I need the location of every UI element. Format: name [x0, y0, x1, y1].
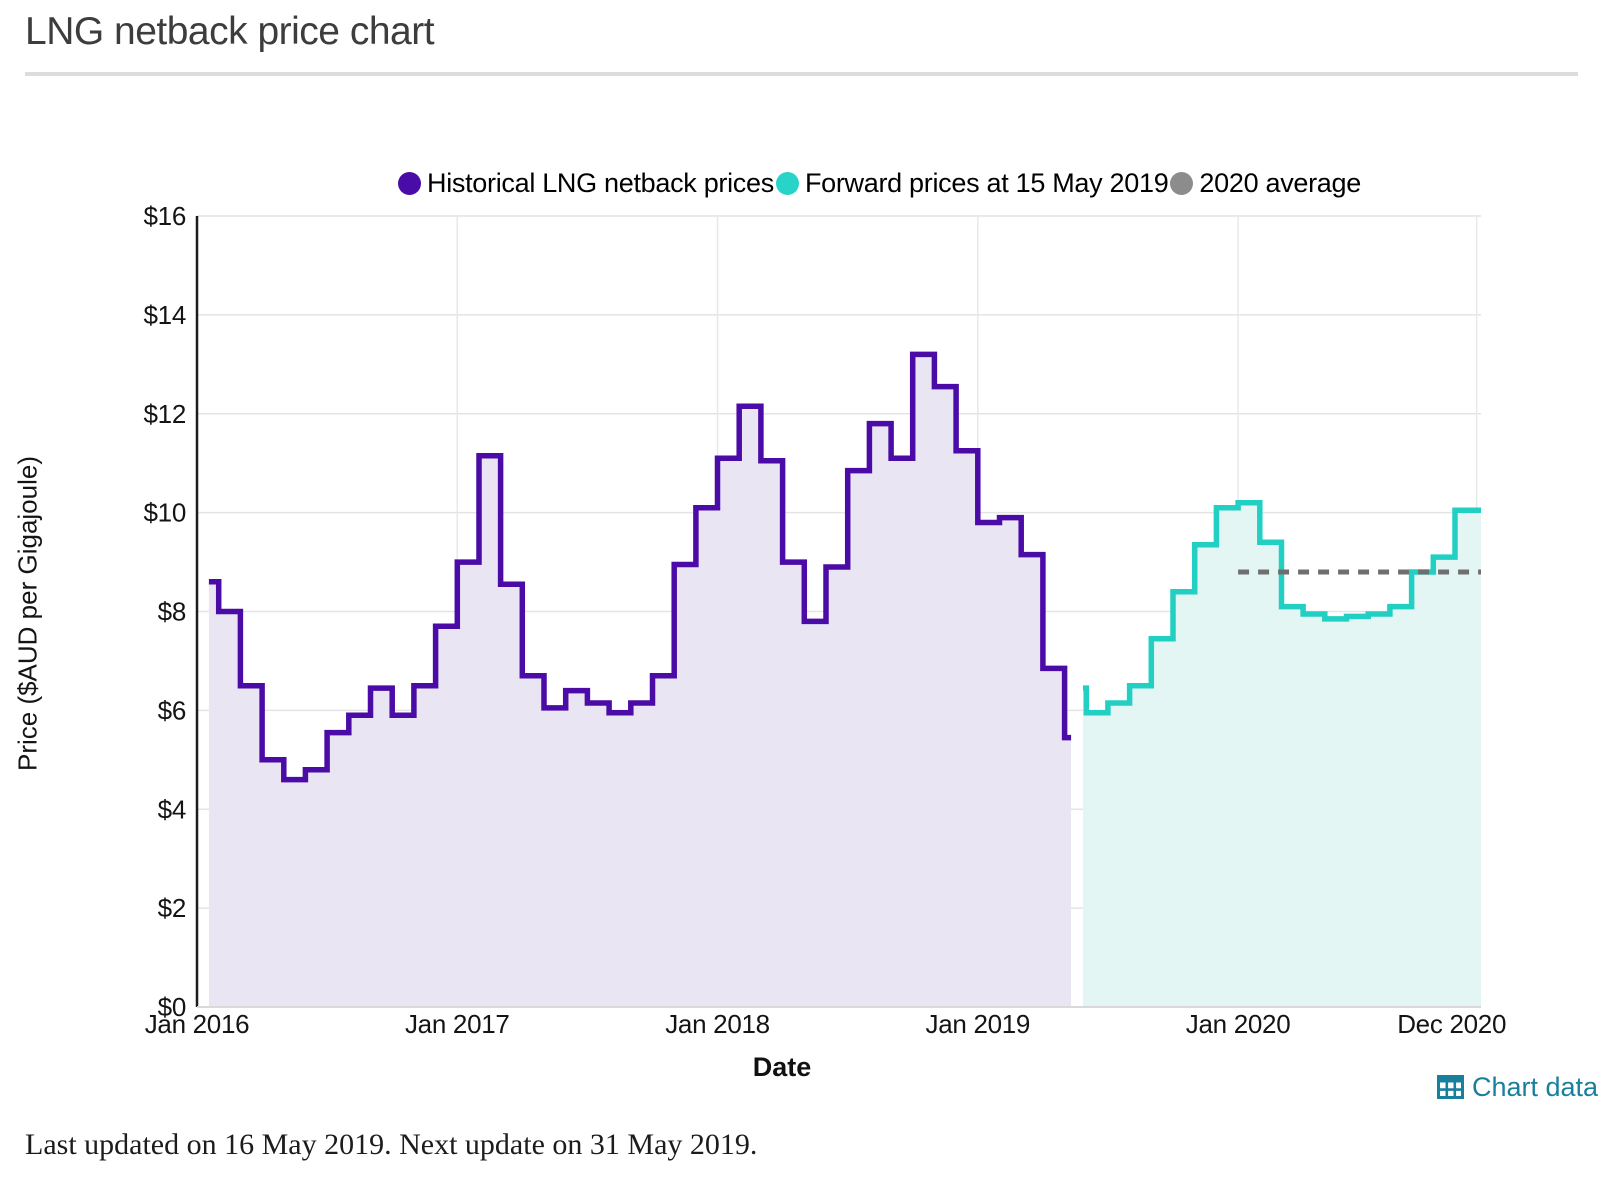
y-tick-label: $2 — [158, 893, 186, 923]
y-tick-label: $6 — [158, 695, 186, 725]
x-tick-label: Jan 2017 — [405, 1009, 510, 1039]
chart-data-link[interactable]: Chart data — [1437, 1072, 1598, 1103]
y-tick-label: $12 — [144, 399, 186, 429]
legend-item-0[interactable]: Historical LNG netback prices — [398, 168, 774, 199]
x-tick-label: Jan 2016 — [145, 1009, 250, 1039]
legend-marker-icon — [1170, 172, 1194, 195]
title-divider — [25, 72, 1578, 76]
chart-legend: Historical LNG netback prices Forward pri… — [398, 168, 1361, 199]
legend-marker-icon — [398, 172, 421, 195]
forward-series-line — [1083, 499, 1481, 716]
forward-series-area — [1083, 502, 1481, 1007]
y-tick-label: $10 — [144, 498, 186, 528]
legend-item-1[interactable]: Forward prices at 15 May 2019 — [775, 168, 1169, 199]
y-tick-label: $4 — [158, 794, 186, 824]
x-tick-label: Jan 2018 — [665, 1009, 770, 1039]
y-tick-label: $0 — [158, 992, 186, 1022]
x-axis-title: Date — [752, 1052, 812, 1082]
legend-item-label: 2020 average — [1199, 168, 1361, 198]
legend-marker-icon — [775, 172, 799, 195]
y-axis-title: Price ($AUD per Gigajoule) — [12, 456, 43, 772]
y-tick-label: $8 — [158, 597, 186, 627]
table-icon — [1437, 1075, 1464, 1100]
legend-item-label: Forward prices at 15 May 2019 — [804, 168, 1169, 198]
historical-series-area — [208, 354, 1072, 1007]
y-tick-label: $16 — [144, 201, 186, 231]
x-tick-label: Jan 2020 — [1186, 1009, 1291, 1039]
x-tick-label: Dec 2020 — [1397, 1009, 1506, 1039]
x-tick-label: Jan 2019 — [926, 1009, 1031, 1039]
y-tick-label: $14 — [144, 300, 186, 330]
historical-series-line — [208, 351, 1072, 783]
page-title: LNG netback price chart — [25, 10, 435, 53]
chart-data-link-label: Chart data — [1472, 1072, 1599, 1102]
legend-item-label: Historical LNG netback prices — [427, 168, 774, 198]
legend-item-2[interactable]: 2020 average — [1170, 168, 1361, 199]
last-updated-note: Last updated on 16 May 2019. Next update… — [25, 1128, 758, 1161]
